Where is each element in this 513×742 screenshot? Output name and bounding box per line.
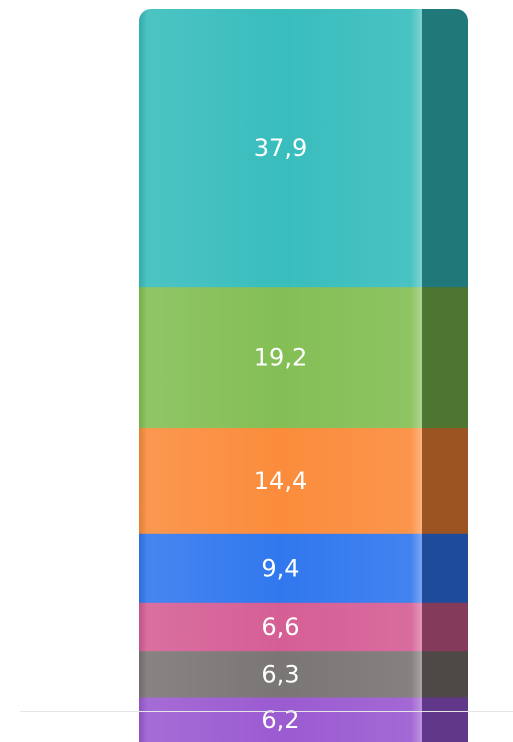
bar-segment-shading-3 — [139, 428, 422, 535]
bar-segment-side-1 — [422, 9, 468, 288]
bar-segment-side-2 — [422, 287, 468, 429]
bar-segment-side-4 — [422, 533, 468, 604]
bar-segment-shading-1 — [139, 9, 422, 288]
data-label-1: 37,9 — [254, 134, 307, 162]
data-label-5: 6,6 — [261, 613, 299, 641]
bar-segment-shading-7 — [139, 697, 422, 742]
bar-segment-shading-5 — [139, 602, 422, 652]
data-label-7: 6,2 — [261, 706, 299, 734]
bar-segment-shading-4 — [139, 533, 422, 604]
bar-segment-shading-2 — [139, 287, 422, 429]
data-label-6: 6,3 — [261, 660, 299, 688]
bar-segment-shading-6 — [139, 651, 422, 698]
bar-segment-side-6 — [422, 651, 468, 698]
data-label-2: 19,2 — [254, 344, 307, 372]
bar-segment-side-3 — [422, 428, 468, 535]
bar-segment-side-7 — [422, 697, 468, 742]
data-label-3: 14,4 — [254, 467, 307, 495]
bar-segment-side-5 — [422, 602, 468, 652]
data-label-4: 9,4 — [261, 554, 299, 582]
